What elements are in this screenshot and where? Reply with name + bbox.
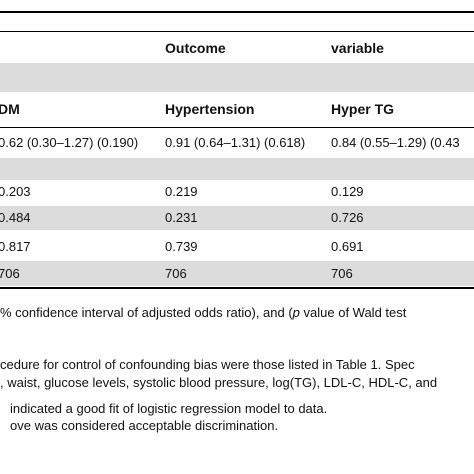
header-variable: variable (331, 40, 384, 56)
table-cell: 0.817 (0, 239, 31, 254)
subheader-dm: DM (0, 101, 20, 117)
header-band (0, 63, 474, 92)
subheader-rule (0, 127, 474, 128)
subheader-hypertension: Hypertension (165, 101, 255, 117)
table-cell: 0.129 (331, 184, 364, 199)
footnote-3: , waist, glucose levels, systolic blood … (0, 375, 438, 390)
header-outcome: Outcome (165, 40, 226, 56)
footnote-5: ove was considered acceptable discrimina… (10, 418, 279, 433)
footnote-1: % confidence interval of adjusted odds r… (0, 305, 406, 321)
table-cell: 0.691 (331, 239, 364, 254)
footnote-1-p: p (292, 305, 300, 320)
top-rule (0, 11, 474, 13)
row-band (0, 261, 474, 286)
table-cell: 0.231 (165, 210, 198, 225)
subheader-hyper-tg: Hyper TG (331, 101, 395, 117)
table-cell: 0.84 (0.55–1.29) (0.43 (331, 135, 460, 150)
table-cell: 0.726 (331, 210, 364, 225)
bottom-rule (0, 287, 474, 289)
footnote-1-text: % confidence interval of adjusted odds r… (0, 305, 293, 320)
table-cell: 0.91 (0.64–1.31) (0.618) (165, 135, 306, 150)
table-cell: 706 (165, 266, 187, 281)
footnote-2: cedure for control of confounding bias w… (0, 357, 415, 372)
table-cell: 706 (331, 266, 353, 281)
table-cell: 706 (0, 266, 20, 281)
footnote-1-text-end: value of Wald test (299, 305, 407, 320)
table-cell: 0.62 (0.30–1.27) (0.190) (0, 135, 139, 150)
table-cell: 0.219 (165, 184, 198, 199)
header-rule (0, 31, 474, 32)
row-band (0, 206, 474, 230)
table-cell: 0.484 (0, 210, 31, 225)
footnote-4: indicated a good fit of logistic regress… (10, 401, 328, 416)
table-cell: 0.739 (165, 239, 198, 254)
spacer-band (0, 158, 474, 180)
table-cell: 0.203 (0, 184, 31, 199)
